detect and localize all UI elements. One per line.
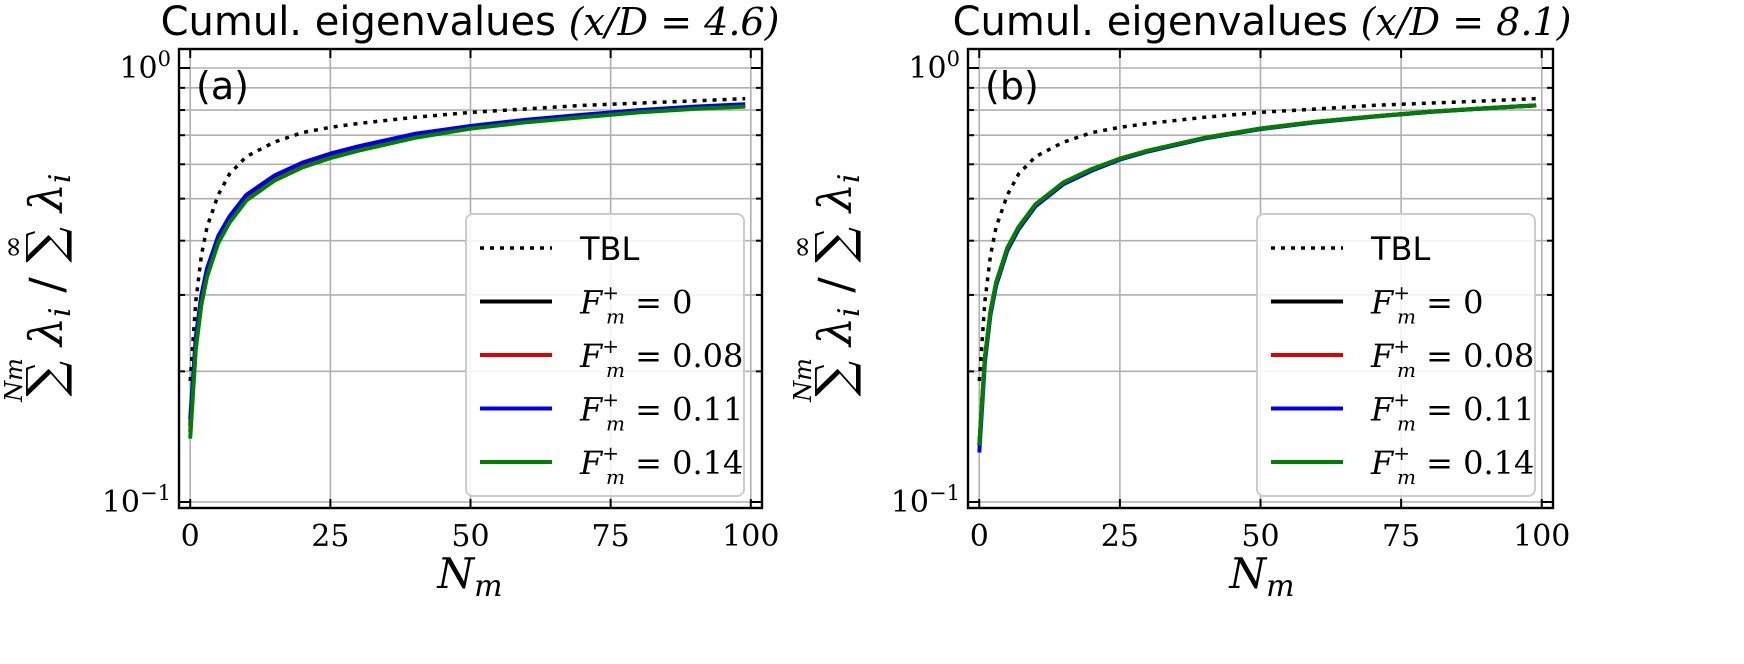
ticks: [179, 49, 762, 508]
y-tick-label: 100: [119, 47, 171, 86]
y-label-upper-limit: ∞: [785, 235, 818, 258]
legend-frame: [1256, 213, 1536, 497]
legend-label: F+ m = 0.08: [579, 334, 743, 382]
legend-label: F+ m = 0: [579, 281, 692, 329]
chart-panel-a: 0 25 50 75 100 100 10−1 Cumul. eigenvalues (x/D…: [0, 0, 779, 604]
legend-frame: [465, 213, 745, 497]
legend: TBL F+ m = 0 F+ m = 0.08 F+ m = 0.11 F+ m = 0.14: [1256, 213, 1536, 497]
series-group: [188, 96, 746, 439]
x-tick-label: 75: [592, 519, 630, 554]
x-tick-label: 50: [451, 519, 489, 554]
legend-label: F+ m = 0.14: [1370, 441, 1534, 489]
legend-label: F+ m = 0.14: [579, 441, 743, 489]
panel-label: (b): [985, 64, 1039, 108]
chart-title: Cumul. eigenvalues (x/D = 8.1): [953, 0, 1572, 45]
y-label-upper-limit: Nm: [0, 358, 28, 403]
series-group: [977, 96, 1537, 453]
x-tick-label: 0: [970, 519, 989, 554]
y-label-upper-limit: ∞: [0, 235, 29, 258]
panel-label: (a): [196, 64, 249, 108]
series-line-tbl: [188, 96, 746, 382]
series-line-fm-4: [977, 103, 1537, 446]
legend-label: TBL: [579, 230, 640, 268]
y-tick-label: 10−1: [102, 481, 171, 520]
legend-label: F+ m = 0.11: [579, 388, 743, 436]
chart-title: Cumul. eigenvalues (x/D = 4.6): [161, 0, 780, 45]
y-axis-label-text: ∑ λi / ∑ λi: [805, 174, 867, 397]
series-line-fm-3: [188, 102, 746, 420]
x-tick-label: 25: [1101, 519, 1139, 554]
ticks: [968, 49, 1553, 508]
x-axis-label: Nm: [1228, 549, 1294, 604]
series-line-tbl: [977, 96, 1537, 382]
legend-label: F+ m = 0: [1370, 281, 1483, 329]
y-tick-label: 100: [908, 47, 960, 86]
y-tick-label: 10−1: [891, 481, 960, 520]
x-tick-label: 100: [722, 519, 779, 554]
x-tick-label: 100: [1513, 519, 1570, 554]
series-line-fm-4: [188, 104, 746, 439]
chart-panel-b: 0 25 50 75 100 100 10−1 Cumul. eigenvalues (x/D…: [785, 0, 1571, 604]
x-tick-label: 25: [311, 519, 349, 554]
x-tick-label: 0: [181, 519, 200, 554]
x-tick-label: 50: [1241, 519, 1279, 554]
legend: TBL F+ m = 0 F+ m = 0.08 F+ m = 0.11 F+ m = 0.14: [465, 213, 745, 497]
legend-label: F+ m = 0.08: [1370, 334, 1534, 382]
x-axis-label: Nm: [436, 549, 502, 604]
y-label-upper-limit: Nm: [789, 358, 817, 403]
legend-label: F+ m = 0.11: [1370, 388, 1534, 436]
x-tick-label: 75: [1382, 519, 1420, 554]
y-axis-label-text: ∑ λi / ∑ λi: [16, 174, 78, 397]
legend-label: TBL: [1370, 230, 1431, 268]
